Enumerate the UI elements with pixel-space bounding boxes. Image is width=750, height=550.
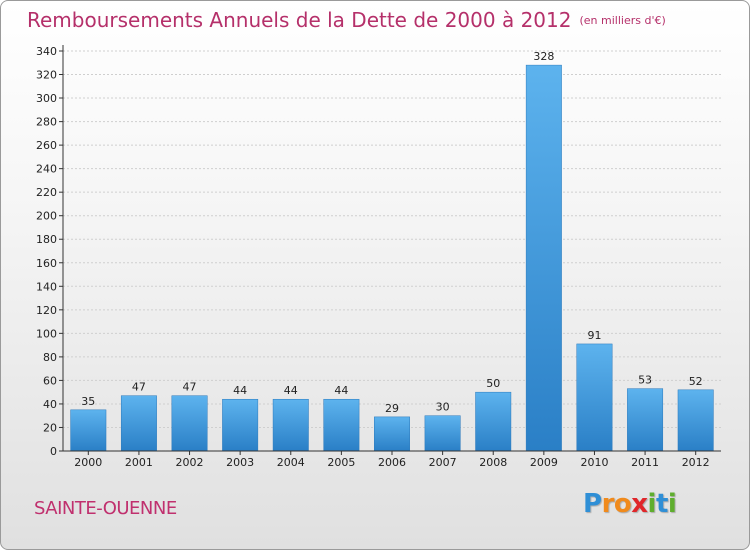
value-label-2011: 53 — [638, 374, 652, 387]
value-label-2000: 35 — [81, 395, 95, 408]
logo-letter: t — [655, 489, 668, 519]
bars: 35 47 47 44 44 44 29 30 50 328 91 53 52 — [70, 50, 714, 452]
y-tick-label: 200 — [36, 210, 57, 223]
value-label-2006: 29 — [385, 402, 399, 415]
chart-unit: (en milliers d'€) — [579, 14, 666, 27]
bar-2007 — [424, 415, 461, 452]
proxiti-logo: Proxiti — [583, 489, 677, 519]
commune-name: SAINTE-OUENNE — [34, 498, 177, 519]
x-tick-label-2007: 2007 — [429, 456, 457, 469]
y-tick-label: 280 — [36, 116, 57, 129]
bar-2012 — [677, 389, 714, 452]
y-tick-label: 260 — [36, 139, 57, 152]
x-tick-label-2011: 2011 — [631, 456, 659, 469]
logo-letter: r — [601, 489, 615, 519]
value-label-2007: 30 — [436, 401, 450, 414]
y-tick-label: 240 — [36, 163, 57, 176]
y-tick-label: 340 — [36, 45, 57, 58]
bar-2010 — [576, 343, 613, 452]
value-label-2008: 50 — [486, 377, 500, 390]
x-tick-label-2001: 2001 — [125, 456, 153, 469]
bar-2001 — [120, 395, 157, 452]
y-tick-label: 40 — [43, 398, 57, 411]
bar-2009 — [525, 64, 562, 452]
x-tick-label-2003: 2003 — [226, 456, 254, 469]
bar-2011 — [627, 388, 664, 452]
bar-2004 — [272, 398, 309, 452]
y-tick-label: 120 — [36, 304, 57, 317]
x-tick-label-2002: 2002 — [176, 456, 204, 469]
value-label-2002: 47 — [183, 381, 197, 394]
value-label-2010: 91 — [587, 329, 601, 342]
value-label-2005: 44 — [334, 384, 348, 397]
chart-title: Remboursements Annuels de la Dette de 20… — [27, 8, 666, 32]
bar-2008 — [475, 391, 512, 452]
logo-letter: P — [583, 489, 602, 519]
chart-title-text: Remboursements Annuels de la Dette de 20… — [27, 8, 572, 32]
x-tick-label-2006: 2006 — [378, 456, 406, 469]
y-tick-label: 60 — [43, 374, 57, 387]
y-tick-label: 140 — [36, 280, 57, 293]
bar-2005 — [323, 398, 360, 452]
x-tick-label-2008: 2008 — [479, 456, 507, 469]
y-tick-label: 160 — [36, 257, 57, 270]
axes: 0 20 40 60 80 100 120 140 160 180 200 220 240 260 280 3… — [36, 45, 721, 469]
logo-letter: x — [631, 489, 648, 519]
x-tick-label-2009: 2009 — [530, 456, 558, 469]
value-label-2009: 328 — [533, 50, 554, 63]
x-tick-label-2000: 2000 — [74, 456, 102, 469]
bar-2003 — [222, 398, 259, 452]
y-tick-label: 180 — [36, 233, 57, 246]
x-tick-label-2012: 2012 — [682, 456, 710, 469]
logo-letter: i — [667, 489, 677, 519]
y-tick-label: 80 — [43, 351, 57, 364]
logo-letter: o — [613, 489, 632, 519]
y-tick-label: 0 — [50, 445, 57, 458]
value-label-2003: 44 — [233, 384, 247, 397]
value-label-2004: 44 — [284, 384, 298, 397]
y-tick-label: 100 — [36, 327, 57, 340]
bar-2000 — [70, 409, 107, 452]
x-tick-label-2004: 2004 — [277, 456, 305, 469]
y-tick-label: 300 — [36, 92, 57, 105]
y-tick-label: 320 — [36, 69, 57, 82]
bar-2006 — [374, 416, 410, 452]
value-label-2012: 52 — [689, 375, 703, 388]
x-tick-label-2005: 2005 — [327, 456, 355, 469]
grid-lines — [63, 50, 721, 452]
value-label-2001: 47 — [132, 381, 146, 394]
x-tick-label-2010: 2010 — [580, 456, 608, 469]
y-tick-label: 20 — [43, 421, 57, 434]
logo-letter: i — [647, 489, 657, 519]
y-tick-label: 220 — [36, 186, 57, 199]
bar-2002 — [171, 395, 208, 452]
